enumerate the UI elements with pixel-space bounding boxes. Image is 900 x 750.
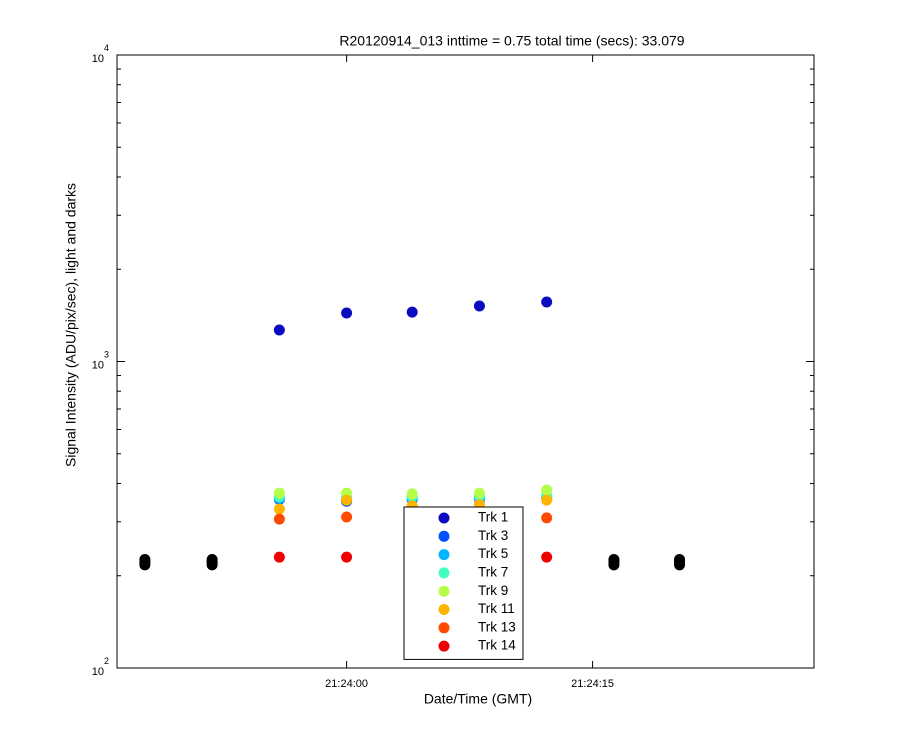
legend-marker (438, 640, 450, 652)
data-point (341, 511, 353, 523)
data-point (341, 494, 353, 506)
data-point (541, 494, 553, 506)
data-point (406, 306, 418, 318)
data-point (541, 296, 553, 308)
legend-label: Trk 11 (478, 601, 515, 616)
y-tick-exponent: 2 (104, 656, 109, 666)
y-tick-base: 10 (92, 666, 104, 678)
data-point (341, 551, 353, 563)
data-point (674, 553, 686, 565)
data-point (206, 553, 218, 565)
data-point (273, 513, 285, 525)
legend-label: Trk 13 (478, 619, 516, 634)
data-point (541, 484, 553, 496)
data-point (341, 307, 353, 319)
y-tick-label: 104 (92, 43, 109, 65)
x-tick-label: 21:24:15 (571, 678, 614, 690)
data-point (273, 487, 285, 499)
legend-marker (438, 567, 450, 579)
y-tick-base: 10 (92, 359, 104, 371)
data-point (139, 553, 151, 565)
legend-marker (438, 530, 450, 542)
legend-marker (438, 604, 450, 615)
legend-marker (438, 622, 450, 634)
data-point (473, 300, 485, 312)
chart-title: R20120914_013 inttime = 0.75 total time … (339, 33, 684, 49)
y-tick-label: 103 (92, 350, 109, 372)
legend-label: Trk 3 (478, 528, 508, 543)
y-axis-label: Signal Intensity (ADU/pix/sec), light an… (63, 183, 79, 467)
data-point (273, 324, 285, 336)
legend-marker (438, 585, 450, 597)
legend-label: Trk 5 (478, 546, 508, 561)
y-tick-label: 102 (92, 656, 109, 678)
data-point (273, 551, 285, 563)
y-tick-exponent: 3 (104, 350, 109, 360)
y-tick-base: 10 (92, 53, 104, 65)
data-point (406, 488, 418, 500)
data-point (273, 503, 285, 515)
legend-label: Trk 14 (478, 638, 516, 653)
legend-label: Trk 7 (478, 564, 508, 579)
legend-box (403, 506, 524, 660)
legend-label: Trk 9 (478, 583, 508, 598)
legend-marker (438, 549, 450, 561)
data-point (541, 551, 553, 563)
data-point (541, 512, 553, 524)
x-axis-label: Date/Time (GMT) (424, 691, 532, 707)
data-point (608, 553, 620, 565)
data-point (473, 487, 485, 499)
x-tick-label: 21:24:00 (325, 678, 368, 690)
legend-marker (438, 512, 450, 524)
legend-label: Trk 1 (478, 510, 508, 525)
y-tick-exponent: 4 (104, 43, 109, 53)
